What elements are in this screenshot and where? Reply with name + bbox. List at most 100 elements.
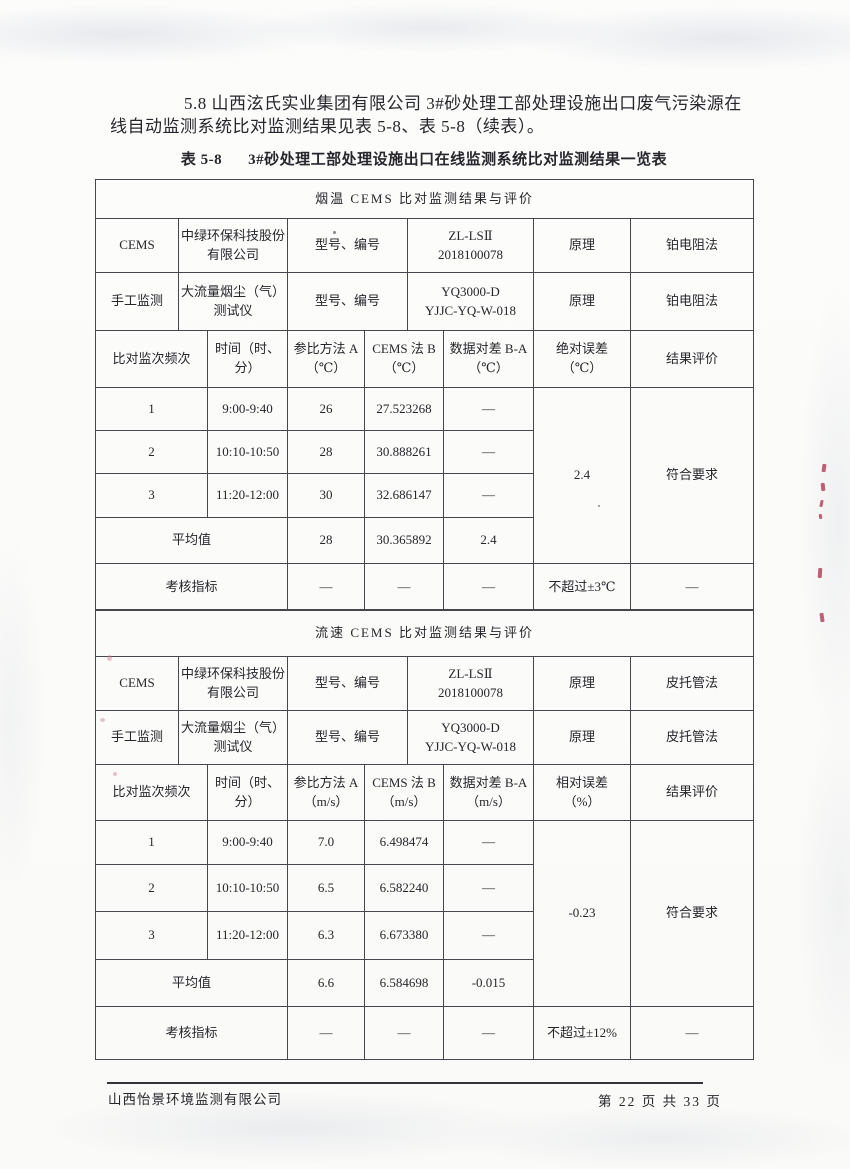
system-cell: CEMS (95, 218, 179, 273)
average-row: 平均值 28 30.365892 2.4 (95, 517, 754, 564)
data-row: 2 10:10-10:50 28 30.888261 — (95, 430, 754, 474)
ref-method-cell: 28 (287, 517, 365, 564)
evaluation-merged-cell: 符合要求 (629, 387, 755, 564)
system-cell: 手工监测 (95, 710, 179, 765)
section-paragraph: 5.8 山西泫氏实业集团有限公司 3#砂处理工部处理设施出口废气污染源在 线自动… (110, 94, 742, 136)
cems-value-cell: 27.523268 (364, 387, 444, 431)
data-row: 2 10:10-10:50 6.5 6.582240 — (95, 864, 754, 912)
vendor-cell: 中绿环保科技股份 有限公司 (178, 656, 288, 711)
cems-info-row: CEMS 中绿环保科技股份 有限公司 型号、编号 ZL-LSⅡ 20181000… (95, 218, 755, 273)
column-header: 参比方法 A （℃） (287, 330, 365, 388)
scan-dot (333, 231, 336, 234)
assessment-label-cell: 考核指标 (95, 1006, 288, 1060)
ref-method-cell: 28 (287, 430, 365, 474)
vendor-cell: 大流量烟尘（气） 测试仪 (178, 272, 288, 331)
data-row: 3 11:20-12:00 30 32.686147 — (95, 473, 754, 518)
rel-error-merged-cell: -0.23 (533, 820, 631, 1007)
cems-value-cell: 6.673380 (364, 911, 444, 960)
column-header: 参比方法 A （m/s） (287, 764, 365, 821)
column-header: 数据对差 B-A （m/s） (443, 764, 534, 821)
row-no-cell: 3 (95, 473, 208, 518)
diff-cell: — (443, 430, 534, 474)
diff-cell: — (443, 1006, 534, 1060)
column-header: CEMS 法 B （m/s） (364, 764, 444, 821)
time-cell: 10:10-10:50 (207, 430, 288, 474)
principle-label-cell: 原理 (533, 218, 631, 273)
principle-value-cell: 皮托管法 (629, 656, 755, 711)
assessment-label-cell: 考核指标 (95, 563, 288, 611)
diff-cell: 2.4 (443, 517, 534, 564)
column-header-row: 比对监次频次 时间（时、分） 参比方法 A （m/s） CEMS 法 B （m/… (95, 764, 755, 821)
model-value-cell: YQ3000-D YJJC-YQ-W-018 (407, 272, 534, 331)
vendor-cell: 大流量烟尘（气） 测试仪 (178, 710, 288, 765)
ink-mark (819, 499, 824, 508)
column-header: 时间（时、分） (207, 330, 288, 388)
ink-speck (100, 718, 105, 722)
time-cell: 10:10-10:50 (207, 864, 288, 912)
assessment-row: 考核指标 — — — 不超过±12% — (95, 1006, 755, 1060)
column-header: 数据对差 B-A （℃） (443, 330, 534, 388)
principle-label-cell: 原理 (533, 710, 631, 765)
error-limit-cell: 不超过±12% (533, 1006, 631, 1060)
evaluation-merged-cell: 符合要求 (629, 820, 755, 1007)
ink-mark (818, 513, 823, 520)
table-caption-number: 表 5-8 (180, 152, 223, 168)
column-header: 绝对误差 （℃） (533, 330, 631, 388)
diff-cell: — (443, 820, 534, 865)
row-no-cell: 1 (95, 820, 208, 865)
column-header: 结果评价 (629, 330, 755, 388)
model-value-cell: ZL-LSⅡ 2018100078 (407, 656, 534, 711)
evaluation-cell: — (629, 563, 755, 611)
diff-cell: — (443, 864, 534, 912)
footer-company: 山西怡景环境监测有限公司 (108, 1092, 282, 1107)
assessment-row: 考核指标 — — — 不超过±3℃ — (95, 563, 755, 611)
flow-velocity-cems-table: 流速 CEMS 比对监测结果与评价 CEMS 中绿环保科技股份 有限公司 型号、… (94, 609, 755, 1060)
table-caption: 表 5-8 3#砂处理工部处理设施出口在线监测系统比对监测结果一览表 (95, 148, 753, 169)
column-header: 结果评价 (629, 764, 755, 821)
model-value-cell: ZL-LSⅡ 2018100078 (407, 218, 534, 273)
cems-value-cell: — (364, 563, 444, 611)
cems-value-cell: 6.584698 (364, 959, 444, 1007)
section-title: 烟温 CEMS 比对监测结果与评价 (94, 179, 755, 219)
system-cell: CEMS (95, 656, 179, 711)
footer-divider (107, 1082, 703, 1084)
column-header: CEMS 法 B （℃） (364, 330, 444, 388)
time-cell: 9:00-9:40 (207, 387, 288, 431)
data-row: 1 9:00-9:40 26 27.523268 — 2.4 符合要求 (95, 387, 755, 564)
time-cell: 11:20-12:00 (207, 473, 288, 518)
ref-method-cell: 6.5 (287, 864, 365, 912)
ref-method-cell: 26 (287, 387, 365, 431)
section-title-row: 烟温 CEMS 比对监测结果与评价 (94, 179, 755, 219)
principle-value-cell: 铂电阻法 (629, 218, 755, 273)
manual-info-row: 手工监测 大流量烟尘（气） 测试仪 型号、编号 YQ3000-D YJJC-YQ… (95, 710, 755, 765)
smoke-temperature-cems-table: 烟温 CEMS 比对监测结果与评价 CEMS 中绿环保科技股份 有限公司 型号、… (94, 179, 755, 611)
cems-info-row: CEMS 中绿环保科技股份 有限公司 型号、编号 ZL-LSⅡ 20181000… (95, 656, 755, 711)
ref-method-cell: — (287, 563, 365, 611)
row-no-cell: 2 (95, 430, 208, 474)
manual-info-row: 手工监测 大流量烟尘（气） 测试仪 型号、编号 YQ3000-D YJJC-YQ… (95, 272, 755, 331)
model-label-cell: 型号、编号 (287, 656, 408, 711)
model-label-cell: 型号、编号 (287, 272, 408, 331)
footer-page-number: 第 22 页 共 33 页 (598, 1094, 722, 1109)
ink-mark (819, 612, 825, 623)
diff-cell: — (443, 387, 534, 431)
row-no-cell: 2 (95, 864, 208, 912)
diff-cell: -0.015 (443, 959, 534, 1007)
column-header: 相对误差 （%） (533, 764, 631, 821)
cems-value-cell: 32.686147 (364, 473, 444, 518)
column-header-row: 比对监次频次 时间（时、分） 参比方法 A （℃） CEMS 法 B （℃） 数… (95, 330, 755, 388)
cems-value-cell: — (364, 1006, 444, 1060)
section-title-row: 流速 CEMS 比对监测结果与评价 (94, 609, 755, 657)
principle-label-cell: 原理 (533, 272, 631, 331)
ref-method-cell: 6.6 (287, 959, 365, 1007)
ink-speck (107, 655, 112, 661)
cems-value-cell: 6.582240 (364, 864, 444, 912)
principle-value-cell: 皮托管法 (629, 710, 755, 765)
average-label-cell: 平均值 (95, 517, 288, 564)
row-no-cell: 3 (95, 911, 208, 960)
data-row: 1 9:00-9:40 7.0 6.498474 — -0.23 符合要求 (95, 820, 755, 1007)
ref-method-cell: — (287, 1006, 365, 1060)
vendor-cell: 中绿环保科技股份 有限公司 (178, 218, 288, 273)
ink-mark (821, 463, 827, 473)
